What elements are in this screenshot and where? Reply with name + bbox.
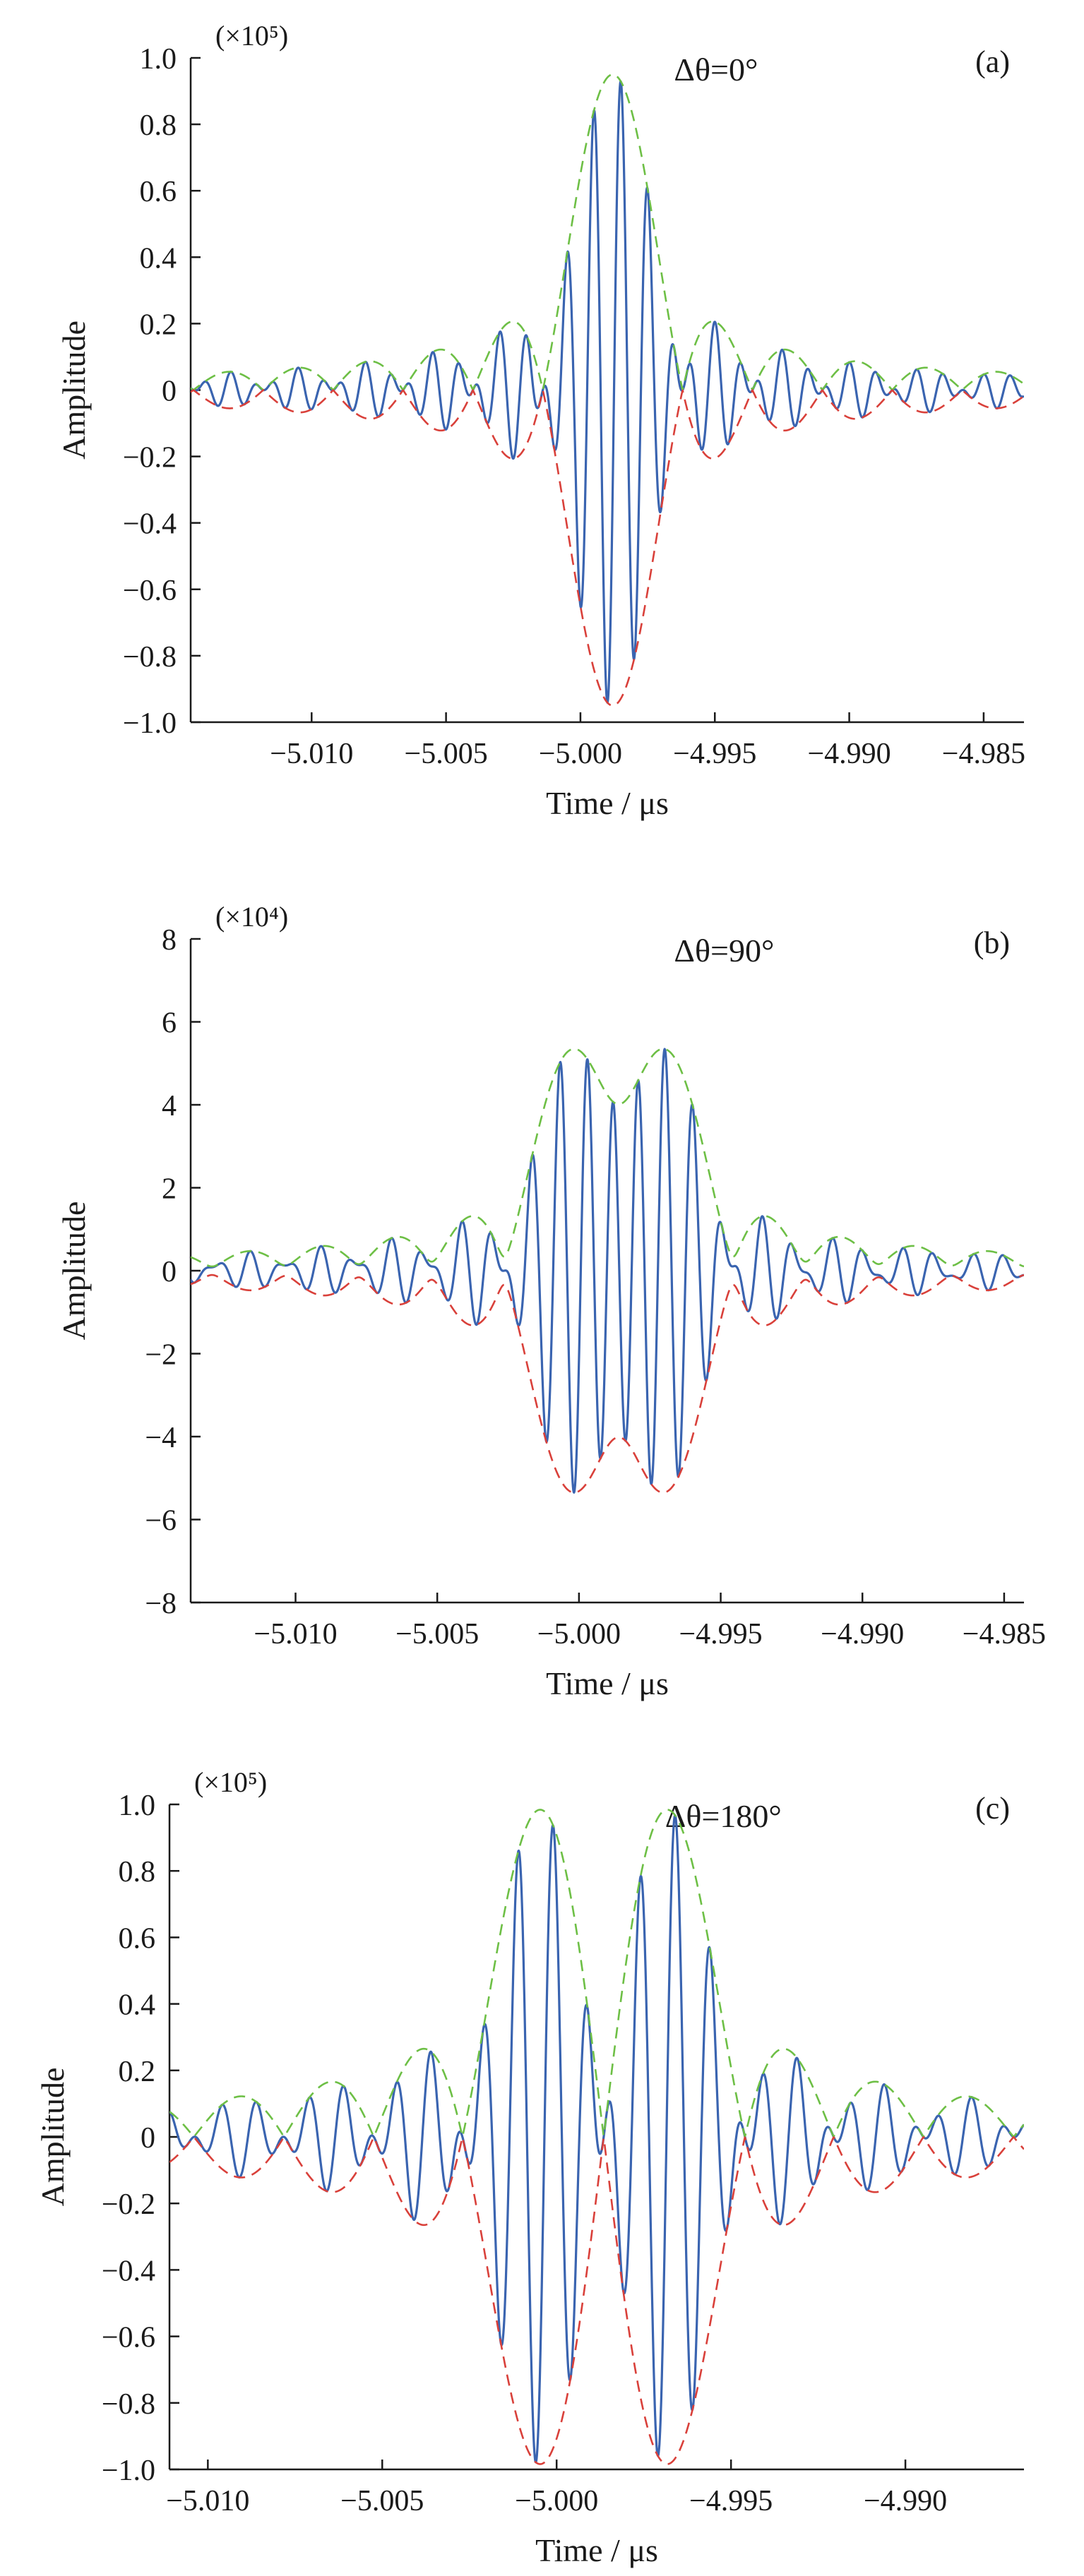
y-tick-label: 0.6 (140, 176, 177, 208)
delta-theta-annotation: Δθ=0° (674, 52, 758, 88)
x-tick-label: −4.990 (864, 2485, 947, 2517)
y-tick-label: −8 (145, 1588, 177, 1620)
delta-theta-annotation: Δθ=180° (665, 1798, 782, 1834)
panel-label: (b) (974, 925, 1010, 960)
y-tick-label: 0.2 (119, 2056, 156, 2088)
y-tick-label: 0.6 (119, 1922, 156, 1955)
x-tick-label: −5.000 (537, 1618, 621, 1651)
y-axis-title: Amplitude (56, 320, 92, 460)
x-tick-label: −5.010 (166, 2485, 249, 2517)
delta-theta-annotation: Δθ=90° (674, 933, 774, 969)
x-tick-label: −5.005 (395, 1618, 479, 1651)
y-tick-label: −0.8 (123, 641, 177, 673)
scale-label: (×10⁵) (215, 20, 288, 52)
x-tick-label: −5.010 (254, 1618, 337, 1651)
x-tick-label: −5.005 (405, 738, 488, 770)
y-tick-label: −0.2 (102, 2188, 155, 2221)
lower-envelope-line (191, 389, 1024, 707)
panel-b: 8 6 4 2 0 −2 −4 −6 −8 −5.010 −5.005 −5.000 −4.995 −4.… (56, 901, 1046, 1701)
panel-label: (c) (975, 1791, 1010, 1826)
x-tick-label: −4.990 (821, 1618, 904, 1651)
panel-label: (a) (975, 44, 1010, 79)
y-tick-label: 0 (162, 1256, 177, 1288)
y-tick-label: −0.2 (123, 442, 177, 474)
y-tick-label: 0.8 (140, 109, 177, 142)
y-tick-label: 0 (141, 2122, 155, 2155)
scale-label: (×10⁴) (215, 901, 288, 933)
lower-envelope-line (169, 2135, 1024, 2465)
y-tick-label: −0.4 (123, 508, 177, 541)
x-axis-title: Time / μs (546, 785, 669, 821)
y-tick-label: 4 (162, 1090, 177, 1122)
lower-envelope-line (191, 1274, 1024, 1494)
plot-area (169, 1809, 1024, 2465)
signal-line (191, 80, 1024, 704)
y-tick-label: −0.6 (102, 2322, 155, 2354)
y-tick-label: 0 (162, 376, 177, 408)
upper-envelope-line (191, 1048, 1024, 1268)
scale-label: (×10⁵) (194, 1766, 267, 1798)
panel-a: 1.0 0.8 0.6 0.4 0.2 0 −0.2 −0.4 −0.6 −0.8 −1.0 −5.0… (56, 20, 1025, 821)
plot-area (191, 73, 1024, 707)
x-tick-label: −4.985 (963, 1618, 1046, 1651)
upper-envelope-line (169, 1809, 1024, 2138)
x-tick-label: −5.010 (270, 738, 353, 770)
x-tick-label: −4.985 (942, 738, 1025, 770)
plot-area (191, 1048, 1024, 1494)
y-tick-label: −0.8 (102, 2388, 155, 2421)
y-tick-label: −2 (145, 1339, 177, 1372)
y-tick-label: −0.4 (102, 2255, 155, 2287)
signal-line (169, 1814, 1024, 2464)
panel-c: 1.0 0.8 0.6 0.4 0.2 0 −0.2 −0.4 −0.6 −0.8 −1.0 −5.0… (35, 1766, 1024, 2568)
y-tick-label: −4 (145, 1422, 177, 1454)
upper-envelope-line (191, 73, 1024, 391)
y-tick-label: 0.4 (140, 242, 177, 275)
y-tick-label: 1.0 (119, 1790, 156, 1822)
y-tick-label: −1.0 (123, 707, 177, 740)
x-tick-label: −4.995 (673, 738, 756, 770)
x-tick-label: −5.000 (515, 2485, 598, 2517)
x-tick-label: −5.005 (340, 2485, 424, 2517)
y-tick-label: 0.8 (119, 1856, 156, 1888)
y-tick-label: 8 (162, 924, 177, 957)
y-axis-title: Amplitude (35, 2068, 71, 2207)
y-tick-label: 0.2 (140, 308, 177, 341)
x-tick-label: −4.995 (689, 2485, 773, 2517)
y-tick-label: 1.0 (140, 43, 177, 76)
y-tick-label: −6 (145, 1505, 177, 1538)
y-tick-label: 6 (162, 1007, 177, 1040)
x-tick-label: −5.000 (539, 738, 622, 770)
signal-line (191, 1048, 1024, 1494)
y-tick-label: 0.4 (119, 1989, 156, 2022)
y-tick-label: −0.6 (123, 575, 177, 607)
y-tick-label: 2 (162, 1173, 177, 1206)
x-tick-label: −4.995 (679, 1618, 762, 1651)
x-axis-title: Time / μs (535, 2532, 658, 2568)
x-axis-title: Time / μs (546, 1665, 669, 1701)
y-axis-title: Amplitude (56, 1202, 92, 1341)
x-tick-label: −4.990 (807, 738, 891, 770)
y-tick-label: −1.0 (102, 2455, 155, 2487)
